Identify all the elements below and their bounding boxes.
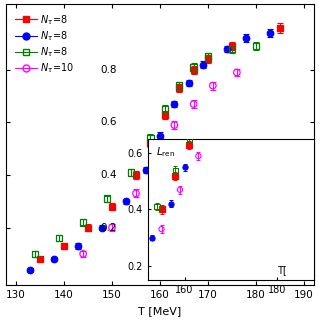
Point xyxy=(57,236,62,241)
Point xyxy=(191,65,196,70)
Point xyxy=(100,225,105,230)
Point xyxy=(205,57,211,62)
Point xyxy=(129,170,134,175)
Point xyxy=(52,257,57,262)
Point xyxy=(124,199,129,204)
Legend: $N_\tau\!=\!8$, $N_\tau\!=\!8$, $N_\tau\!=\!8$, $N_\tau\!=\!10$: $N_\tau\!=\!8$, $N_\tau\!=\!8$, $N_\tau\… xyxy=(14,12,75,76)
Point xyxy=(133,191,139,196)
Point xyxy=(143,167,148,172)
Text: 0.6: 0.6 xyxy=(100,117,117,127)
Point xyxy=(244,36,249,41)
Point xyxy=(277,25,283,30)
Point xyxy=(186,80,191,85)
Point xyxy=(234,70,239,75)
Point xyxy=(76,244,81,249)
Point xyxy=(177,86,182,91)
Point xyxy=(172,101,177,107)
Point xyxy=(191,67,196,72)
Point xyxy=(153,154,158,159)
Point xyxy=(81,220,86,225)
Point xyxy=(148,141,153,146)
Point xyxy=(210,83,215,88)
Point xyxy=(61,244,67,249)
Point xyxy=(268,30,273,36)
Text: 0.2: 0.2 xyxy=(100,223,117,233)
Point xyxy=(37,257,43,262)
Point xyxy=(205,54,211,59)
Point xyxy=(157,133,163,138)
Point xyxy=(229,46,235,52)
Point xyxy=(85,225,91,230)
Point xyxy=(162,107,167,112)
Point xyxy=(225,46,230,52)
Point xyxy=(191,101,196,107)
Point xyxy=(33,251,38,256)
Point xyxy=(81,251,86,256)
Point xyxy=(105,196,110,201)
Point xyxy=(109,204,115,209)
Text: 0.4: 0.4 xyxy=(100,170,117,180)
Text: 0.8: 0.8 xyxy=(100,65,117,75)
Point xyxy=(229,44,235,49)
Point xyxy=(148,136,153,141)
Point xyxy=(253,44,259,49)
Point xyxy=(177,83,182,88)
Point xyxy=(172,123,177,128)
Point xyxy=(133,172,139,178)
Point xyxy=(109,225,115,230)
Point xyxy=(28,267,33,272)
X-axis label: T [MeV]: T [MeV] xyxy=(138,306,182,316)
Point xyxy=(201,62,206,67)
Point xyxy=(162,112,167,117)
